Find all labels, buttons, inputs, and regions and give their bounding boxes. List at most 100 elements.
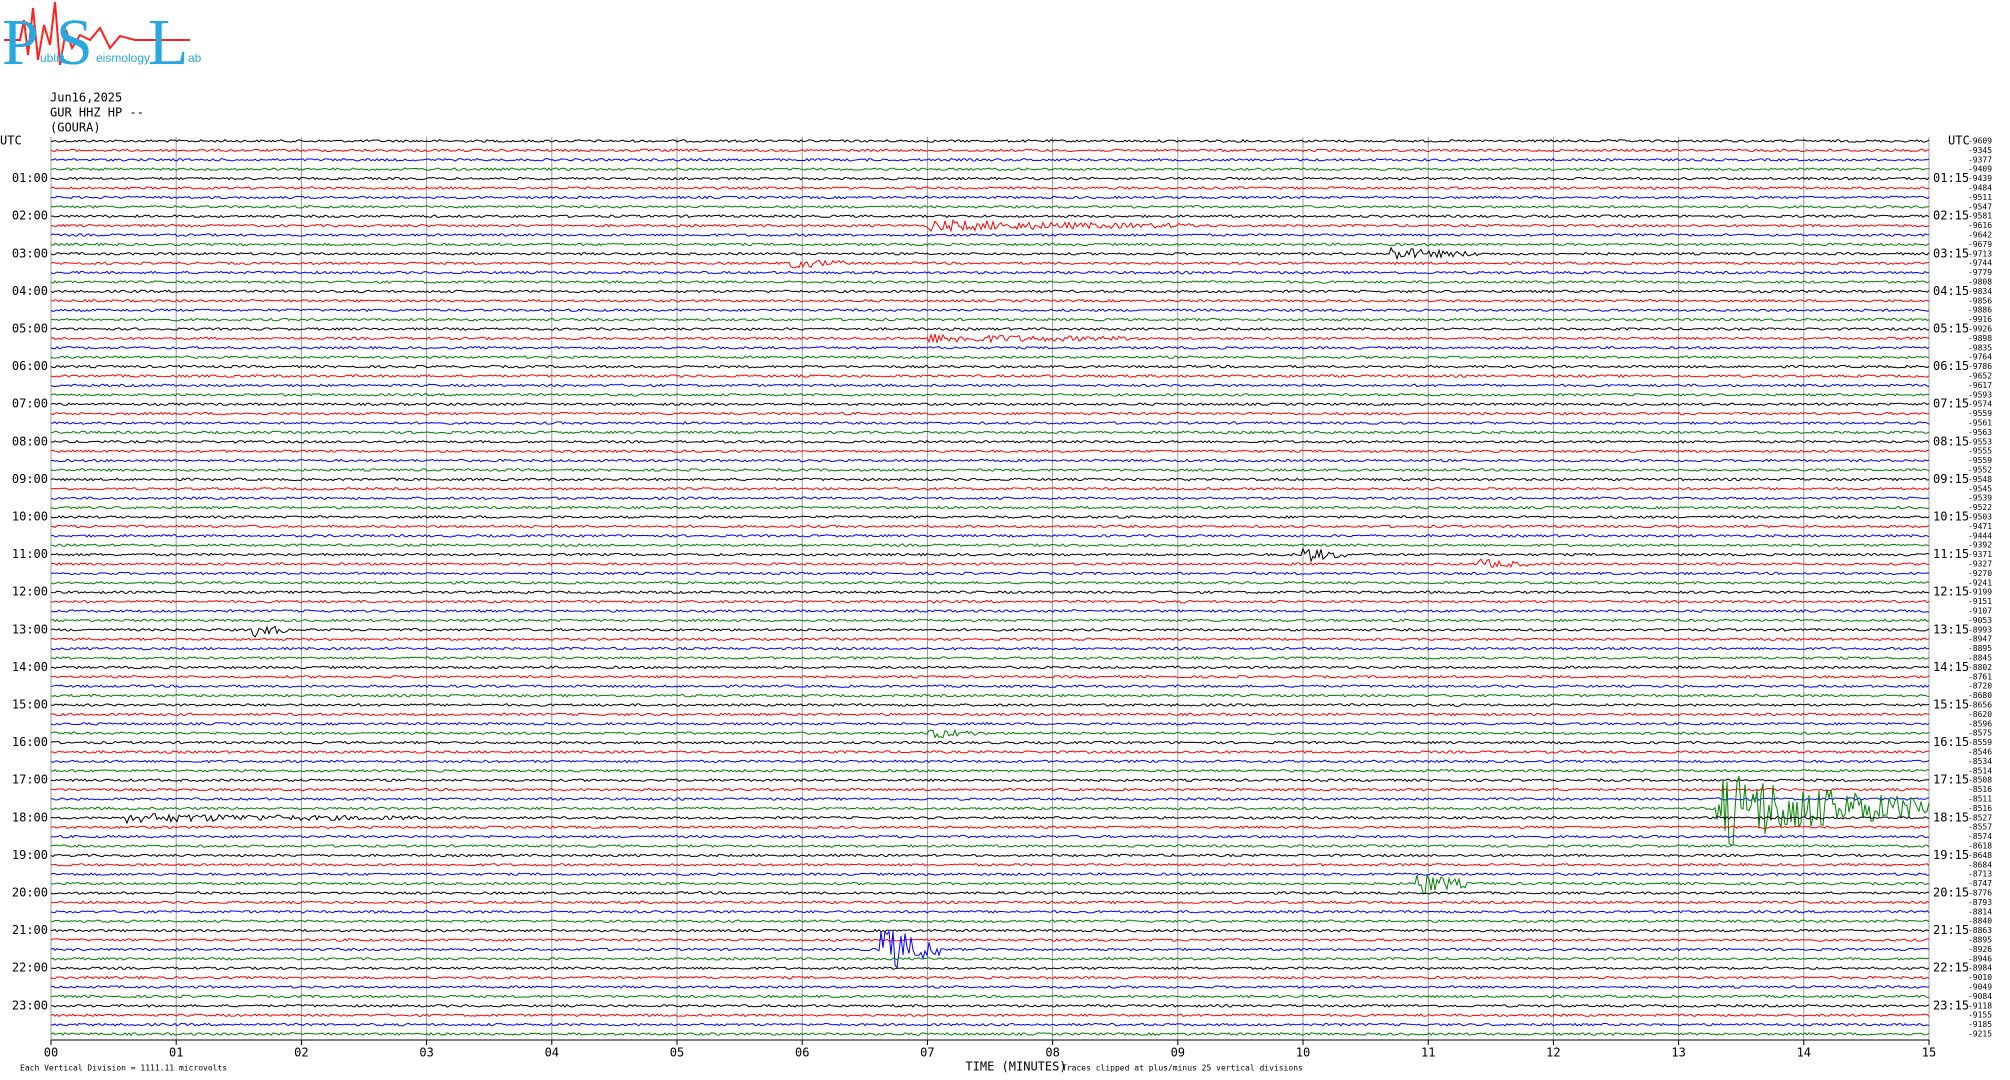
trace-offset: -9371 [1968,550,1992,559]
trace-offset: -8984 [1968,964,1992,973]
trace-offset: -8648 [1968,851,1992,860]
trace-offset: -8926 [1968,945,1992,954]
trace [50,195,1930,200]
trace-offset: -9444 [1968,531,1992,540]
x-axis-title: TIME (MINUTES) [965,1060,1066,1074]
trace [50,317,1930,322]
trace-offset: -9241 [1968,578,1992,587]
trace-offset: -8557 [1968,823,1992,832]
logo-word: ublic [40,51,65,65]
trace-offset: -9522 [1968,503,1992,512]
trace-offset: -9155 [1968,1011,1992,1020]
minute-label: 05 [670,1046,684,1060]
trace-offset: -9511 [1968,193,1992,202]
minute-label: 13 [1671,1046,1685,1060]
trace [50,665,1930,670]
trace-offset: -9593 [1968,390,1992,399]
trace [50,421,1930,425]
trace-offset: -9215 [1968,1030,1992,1039]
hour-label-right: 17:15 [1933,773,1969,787]
trace-offset: -8776 [1968,889,1992,898]
trace-offset: -8516 [1968,804,1992,813]
trace [50,246,1930,261]
trace-offset: -9471 [1968,522,1992,531]
minute-label: 02 [294,1046,308,1060]
trace-offset: -9484 [1968,184,1992,193]
trace [50,543,1930,548]
minute-label: 15 [1922,1046,1936,1060]
hour-label: 23:00 [12,998,48,1012]
minute-label: 08 [1045,1046,1059,1060]
hour-label-right: 11:15 [1933,547,1969,561]
trace [50,439,1930,444]
trace-offset: -9713 [1968,249,1992,258]
trace [50,938,1929,942]
trace [50,289,1930,294]
trace [50,768,1930,773]
hour-label: 20:00 [12,886,48,900]
hour-label-right: 01:15 [1933,171,1969,185]
trace-offset: -9561 [1968,419,1992,428]
trace-offset: -9270 [1968,569,1992,578]
trace-offset: -8534 [1968,757,1992,766]
trace-offset: -9764 [1968,353,1992,362]
trace [50,674,1930,679]
trace [50,844,1930,848]
trace [50,853,1930,858]
trace [50,759,1930,764]
hour-label-right: 08:15 [1933,434,1969,448]
trace [50,590,1930,595]
trace [50,900,1930,905]
trace [50,270,1930,275]
trace-offset: -9345 [1968,146,1992,155]
hour-label: 11:00 [12,547,48,561]
trace-offset: -9581 [1968,212,1992,221]
trace [50,333,1930,344]
trace [50,558,1929,569]
trace-offset: -8575 [1968,729,1992,738]
trace [50,728,1930,739]
trace-offset: -9616 [1968,221,1992,230]
hour-label: 14:00 [12,660,48,674]
hour-label: 03:00 [12,246,48,260]
trace [50,176,1930,181]
trace-offset: -9642 [1968,231,1992,240]
hour-label: 12:00 [12,585,48,599]
channel: GUR HHZ HP -- [50,106,144,120]
trace-offset: -9547 [1968,202,1992,211]
trace [50,975,1930,980]
trace [50,825,1930,830]
hour-label-right: 18:15 [1933,810,1969,824]
trace-offset: -8559 [1968,738,1992,747]
trace [50,740,1930,745]
trace-offset: -9574 [1968,400,1992,409]
trace-offset: -8802 [1968,663,1992,672]
trace-offset: -9084 [1968,992,1992,1001]
trace-offset: -9652 [1968,372,1992,381]
trace [50,374,1930,378]
trace-offset: -8793 [1968,898,1992,907]
logo-word: eismology [96,51,150,65]
trace-offset: -9151 [1968,597,1992,606]
hour-label-right: 14:15 [1933,660,1969,674]
trace-offset: -9609 [1968,137,1992,146]
trace [50,618,1930,623]
trace [50,402,1930,407]
trace-offset: -9559 [1968,409,1992,418]
trace [50,775,1930,846]
hour-label: 13:00 [12,622,48,636]
trace [50,233,1930,237]
trace-offset: -9010 [1968,973,1992,982]
trace-offset: -9856 [1968,296,1992,305]
trace-offset: -9679 [1968,240,1992,249]
traces [50,139,1930,1036]
trace [50,139,1930,143]
trace [50,547,1930,563]
trace-offset: -8895 [1968,644,1992,653]
trace [50,721,1930,726]
hour-label-right: 19:15 [1933,848,1969,862]
station: (GOURA) [50,121,101,135]
hour-label-right: 16:15 [1933,735,1969,749]
trace-offset: -8516 [1968,785,1992,794]
